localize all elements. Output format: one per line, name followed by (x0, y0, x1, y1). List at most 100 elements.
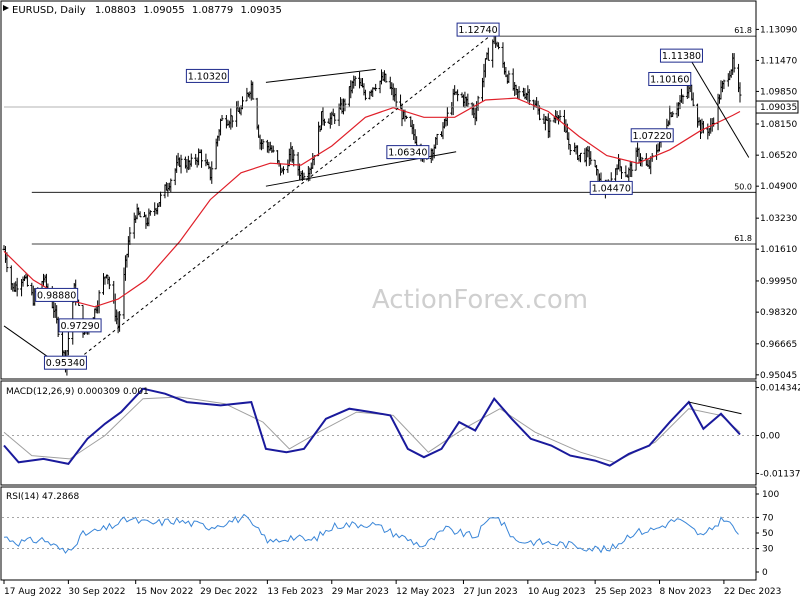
ohlc-bar (159, 191, 163, 207)
svg-text:1.10320: 1.10320 (188, 71, 227, 82)
rsi-tick-label: 0 (762, 568, 768, 578)
svg-text:0.95340: 0.95340 (46, 358, 85, 369)
macd-tick-label: -0.011371 (760, 470, 800, 480)
ohlc-bar (738, 82, 742, 103)
ohlc-bar (527, 89, 531, 105)
current-price-tag: 1.09035 (755, 100, 799, 114)
ohlc-bar (589, 151, 593, 165)
ohlc-bar (25, 274, 29, 287)
ohlc-bar (363, 89, 367, 101)
time-tick-label: 17 Aug 2022 (4, 587, 62, 597)
price-level-label: 1.04470 (589, 180, 633, 195)
ohlc-bar (558, 110, 562, 122)
time-tick-label: 12 May 2023 (396, 587, 455, 597)
macd-panel (0, 380, 757, 486)
price-header: EURUSD, Daily 1.08803 1.09055 1.08779 1.… (3, 5, 282, 16)
time-tick-label: 13 Feb 2023 (267, 587, 323, 597)
ohlc-bar (230, 115, 234, 128)
time-tick-label: 29 Mar 2023 (332, 587, 389, 597)
ohlc-bar (435, 133, 439, 146)
ohlc-bar (497, 42, 501, 50)
ohlc-bar (507, 70, 511, 84)
time-tick-label: 15 Nov 2022 (136, 587, 194, 597)
macd-trend-line (688, 401, 742, 415)
time-tick-label: 29 Dec 2022 (200, 587, 258, 597)
svg-text:0.98880: 0.98880 (37, 290, 76, 301)
rsi-tick-label: 70 (762, 513, 774, 523)
svg-text:1.12740: 1.12740 (458, 25, 497, 36)
ohlc-bar (404, 115, 408, 120)
ohlc-bar (476, 95, 480, 111)
ohlc-bar (568, 144, 572, 156)
ohlc-bar (343, 98, 347, 112)
ohlc-bar (466, 93, 470, 108)
ohlc-high: 1.09055 (143, 5, 184, 16)
price-level-label: 0.97290 (58, 318, 102, 333)
ohlc-bar (128, 227, 132, 245)
ohlc-bar (56, 316, 60, 338)
time-tick-label: 8 Nov 2023 (660, 587, 712, 597)
trend-line (691, 61, 750, 158)
rsi-line (3, 513, 739, 554)
price-level-label: 0.95340 (43, 355, 87, 370)
ohlc-bar (138, 211, 142, 218)
ohlc-bar (169, 178, 173, 193)
rsi-tick-label: 50 (762, 529, 774, 539)
price-tick-label: 0.95045 (760, 371, 797, 381)
rsi-label: RSI(14) 47.2868 (6, 492, 79, 502)
ohlc-bar (548, 118, 552, 138)
moving-average-line (3, 97, 741, 308)
price-panel (0, 0, 757, 380)
svg-text:1.07220: 1.07220 (633, 131, 672, 142)
ohlc-bar (66, 331, 70, 356)
ohlc-bar (107, 276, 111, 290)
ohlc-bar (517, 86, 521, 100)
svg-text:1.09035: 1.09035 (760, 103, 797, 113)
svg-text:0.97290: 0.97290 (60, 321, 99, 332)
ohlc-bar (220, 115, 224, 122)
ohlc-bar (292, 149, 296, 167)
ohlc-bar (271, 145, 275, 153)
price-tick-label: 1.03230 (760, 214, 797, 224)
ohlc-bar (619, 166, 623, 179)
svg-text:1.04470: 1.04470 (592, 183, 631, 194)
ohlc-bar (189, 153, 193, 167)
price-tick-label: 1.09850 (760, 87, 797, 97)
trend-line (265, 68, 376, 83)
ohlc-bar (281, 166, 285, 175)
macd-tick-label: 0.014342 (760, 384, 800, 394)
ohlc-bar (384, 73, 388, 83)
price-tick-label: 1.04900 (760, 182, 797, 192)
svg-text:1.11380: 1.11380 (662, 51, 701, 62)
ohlc-bar (322, 118, 326, 126)
price-tick-label: 1.06520 (760, 151, 797, 161)
ohlc-bar (302, 172, 306, 180)
ohlc-bar (445, 107, 449, 126)
ohlc-bar (210, 161, 214, 184)
svg-text:1.10160: 1.10160 (650, 74, 689, 85)
ohlc-bar (5, 252, 9, 273)
price-level-label: 1.10160 (648, 71, 692, 86)
macd-tick-label: 0.00 (760, 432, 780, 442)
price-level-label: 1.12740 (456, 22, 500, 37)
fib-level-label: 50.0 (734, 182, 752, 191)
price-tick-label: 1.01610 (760, 245, 797, 255)
price-tick-label: 0.99950 (760, 277, 797, 287)
ohlc-bar (579, 152, 583, 163)
ohlc-bar (732, 53, 736, 73)
ohlc-bar (394, 87, 398, 108)
price-level-label: 0.98880 (35, 287, 79, 302)
price-level-label: 1.07220 (630, 128, 674, 143)
macd-main-line (3, 387, 741, 467)
ohlc-bar (691, 92, 695, 107)
ohlc-bar (722, 79, 726, 90)
price-level-label: 1.06340 (386, 145, 430, 160)
time-tick-label: 25 Sep 2023 (595, 587, 652, 597)
ohlc-close: 1.09035 (240, 5, 281, 16)
fib-level-label: 61.8 (734, 26, 752, 35)
price-tick-label: 1.11470 (760, 56, 797, 66)
price-level-label: 1.11380 (659, 48, 703, 63)
ohlc-bar (353, 76, 357, 87)
time-tick-label: 22 Dec 2023 (724, 587, 782, 597)
